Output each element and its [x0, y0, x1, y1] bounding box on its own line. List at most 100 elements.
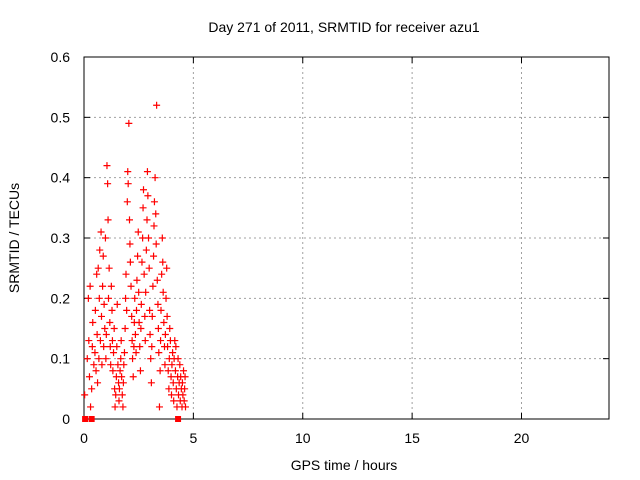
data-point [107, 282, 115, 290]
data-points [81, 101, 189, 422]
x-tick-label: 20 [514, 430, 530, 446]
data-point [159, 258, 167, 266]
data-point [158, 270, 166, 278]
data-point [124, 180, 132, 188]
data-point [168, 391, 175, 399]
y-tick-label: 0.2 [51, 290, 71, 306]
data-point [98, 312, 105, 320]
data-point [176, 361, 184, 369]
y-axis-label: SRMTID / TECUs [6, 183, 22, 293]
x-tick-label: 10 [295, 430, 311, 446]
data-point [105, 294, 112, 302]
data-point [96, 337, 104, 345]
data-point [114, 361, 122, 369]
data-point [145, 234, 153, 242]
data-point [87, 403, 95, 411]
data-point [93, 331, 101, 339]
data-point [181, 385, 189, 393]
data-point [163, 312, 171, 320]
y-ticks: 0 0.1 0.2 0.3 0.4 0.5 0.6 [51, 49, 609, 427]
data-point [113, 300, 121, 308]
data-point [88, 385, 96, 393]
data-point [168, 361, 176, 369]
data-point [95, 294, 103, 302]
data-point [100, 343, 108, 351]
x-tick-label: 5 [189, 430, 197, 446]
data-point [102, 331, 110, 339]
data-point [147, 379, 155, 387]
y-tick-label: 0.3 [51, 230, 71, 246]
data-point [164, 367, 172, 375]
data-point [174, 355, 182, 363]
data-point [120, 349, 128, 357]
data-point [112, 391, 120, 399]
data-point [101, 234, 109, 242]
data-point [145, 264, 153, 272]
data-point [126, 216, 133, 224]
data-point [100, 300, 108, 308]
data-point [182, 403, 189, 411]
data-point [108, 306, 116, 314]
data-point [138, 258, 146, 266]
data-point [129, 373, 137, 381]
data-point [142, 246, 150, 254]
data-point [150, 198, 158, 206]
data-point [116, 367, 124, 375]
data-point [89, 318, 97, 326]
data-point [152, 240, 160, 248]
data-point [118, 373, 126, 381]
data-point [170, 397, 178, 405]
data-point [133, 306, 140, 314]
data-point [105, 264, 113, 272]
data-point [131, 294, 139, 302]
data-point [83, 355, 91, 363]
data-point [107, 361, 115, 369]
data-point [121, 325, 129, 332]
data-point [162, 294, 170, 302]
x-tick-label: 0 [80, 430, 88, 446]
data-point [143, 168, 151, 176]
data-point [134, 228, 142, 236]
data-point [99, 252, 107, 260]
x-ticks: 0 5 10 15 20 [80, 57, 529, 446]
data-point [97, 228, 105, 236]
data-point [158, 234, 166, 242]
zero-point-marker [82, 416, 89, 422]
data-point [148, 343, 156, 351]
data-point [119, 403, 127, 411]
grid-lines [84, 57, 609, 419]
data-point [141, 312, 149, 320]
data-point [159, 288, 167, 296]
data-point [118, 391, 126, 399]
data-point [136, 367, 144, 375]
data-point [149, 282, 157, 290]
zero-point-marker [88, 416, 95, 422]
data-point [151, 174, 159, 182]
data-point [139, 204, 147, 212]
data-point [141, 337, 149, 345]
y-tick-label: 0.4 [51, 170, 71, 186]
data-point [180, 397, 188, 405]
data-point [120, 361, 128, 369]
zero-point-marker [175, 416, 182, 422]
data-point [129, 355, 137, 363]
data-point [106, 318, 114, 326]
data-point [180, 367, 188, 375]
data-point [98, 361, 106, 369]
data-point [111, 403, 119, 411]
data-point [155, 403, 163, 411]
data-point [144, 192, 152, 200]
data-point [161, 361, 169, 369]
data-point [115, 397, 123, 405]
data-point [125, 119, 133, 127]
data-point [164, 343, 172, 351]
y-tick-label: 0.1 [51, 351, 71, 367]
data-point [150, 252, 158, 260]
data-point [115, 385, 123, 393]
data-point [153, 101, 161, 109]
data-point [128, 312, 136, 320]
data-point [146, 331, 154, 339]
data-point [96, 246, 104, 254]
data-point [117, 337, 125, 345]
